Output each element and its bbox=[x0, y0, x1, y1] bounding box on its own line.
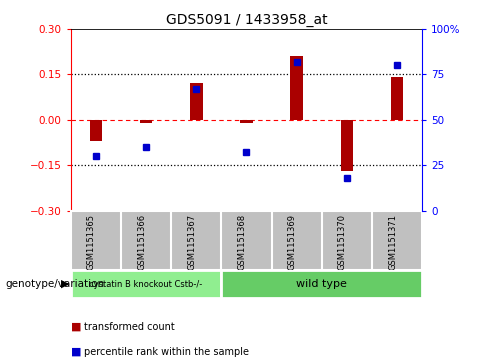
Text: cystatin B knockout Cstb-/-: cystatin B knockout Cstb-/- bbox=[89, 280, 203, 289]
Bar bbox=[140, 120, 152, 123]
Text: GSM1151369: GSM1151369 bbox=[287, 213, 297, 270]
Bar bbox=[222, 270, 422, 298]
Text: GSM1151370: GSM1151370 bbox=[338, 213, 347, 270]
Title: GDS5091 / 1433958_at: GDS5091 / 1433958_at bbox=[165, 13, 327, 26]
Bar bbox=[290, 56, 303, 120]
Text: GSM1151367: GSM1151367 bbox=[187, 213, 196, 270]
Text: genotype/variation: genotype/variation bbox=[5, 279, 104, 289]
Text: percentile rank within the sample: percentile rank within the sample bbox=[84, 347, 249, 357]
Bar bbox=[71, 270, 222, 298]
Bar bbox=[240, 120, 253, 123]
Text: wild type: wild type bbox=[296, 279, 347, 289]
Bar bbox=[190, 83, 203, 120]
Text: ■: ■ bbox=[71, 322, 81, 332]
Text: GSM1151371: GSM1151371 bbox=[388, 213, 397, 270]
Text: GSM1151366: GSM1151366 bbox=[137, 213, 146, 270]
Bar bbox=[341, 120, 353, 171]
Text: GSM1151368: GSM1151368 bbox=[238, 213, 246, 270]
Text: ■: ■ bbox=[71, 347, 81, 357]
Text: transformed count: transformed count bbox=[84, 322, 175, 332]
Text: GSM1151365: GSM1151365 bbox=[87, 213, 96, 270]
Bar bbox=[391, 77, 403, 120]
Text: ▶: ▶ bbox=[61, 279, 69, 289]
Bar bbox=[90, 120, 102, 141]
